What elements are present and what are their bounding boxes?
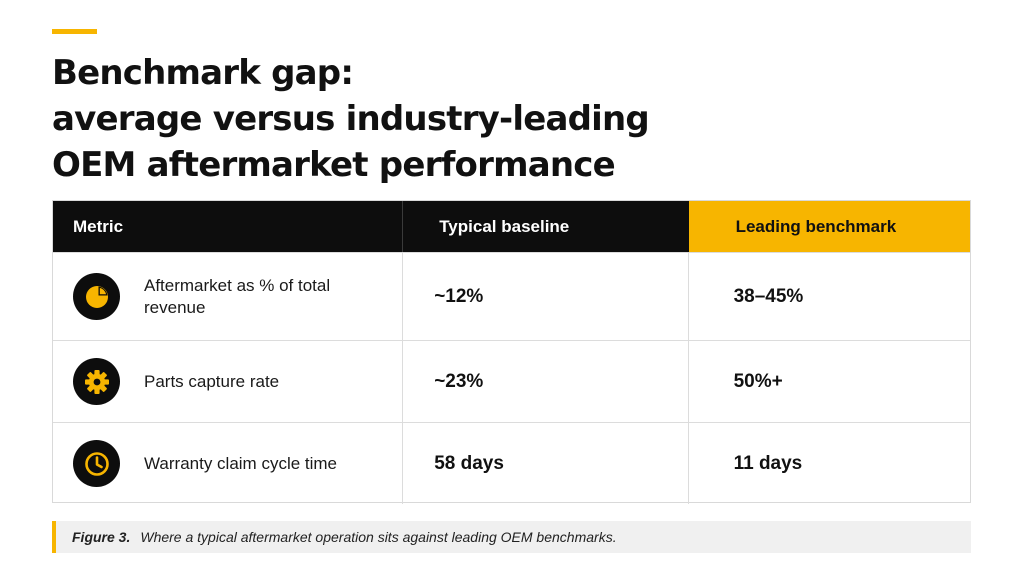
title-line-2: average versus industry-leading — [52, 99, 650, 139]
accent-bar — [52, 29, 97, 34]
table-header-row: Metric Typical baseline Leading benchmar… — [53, 201, 970, 252]
title-line-1: Benchmark gap: — [52, 53, 354, 93]
clock-icon — [73, 440, 120, 487]
metric-cell: Parts capture rate — [53, 341, 404, 422]
page-title: Benchmark gap: average versus industry-l… — [52, 50, 752, 188]
figure-caption: Figure 3. Where a typical aftermarket op… — [52, 521, 971, 553]
table-row: Aftermarket as % of total revenue ~12% 3… — [53, 252, 970, 340]
leading-value: 50%+ — [733, 370, 783, 392]
leading-value: 11 days — [733, 452, 803, 474]
table-row: Parts capture rate ~23% 50%+ — [53, 340, 970, 422]
benchmark-table: Metric Typical baseline Leading benchmar… — [52, 200, 971, 504]
baseline-value: 58 days — [403, 423, 689, 504]
gear-icon — [73, 358, 120, 405]
header-metric: Metric — [53, 201, 404, 252]
pie-chart-icon — [73, 273, 120, 320]
metric-cell: Warranty claim cycle time — [53, 423, 404, 504]
figure-caption-text: Where a typical aftermarket operation si… — [140, 529, 617, 545]
header-leading: Leading benchmark — [688, 201, 970, 252]
metric-label: Parts capture rate — [144, 371, 280, 391]
leading-value: 38–45% — [733, 285, 804, 307]
metric-cell: Aftermarket as % of total revenue — [53, 253, 404, 340]
table-row: Warranty claim cycle time 58 days 11 day… — [53, 422, 970, 504]
metric-label: Aftermarket as % of total revenue — [144, 275, 331, 317]
metric-label: Warranty claim cycle time — [144, 453, 338, 473]
baseline-value: ~23% — [403, 341, 689, 422]
header-baseline: Typical baseline — [403, 201, 689, 252]
baseline-value: ~12% — [403, 253, 689, 340]
title-line-3: OEM aftermarket performance — [52, 145, 616, 185]
figure-label: Figure 3. — [72, 529, 131, 545]
